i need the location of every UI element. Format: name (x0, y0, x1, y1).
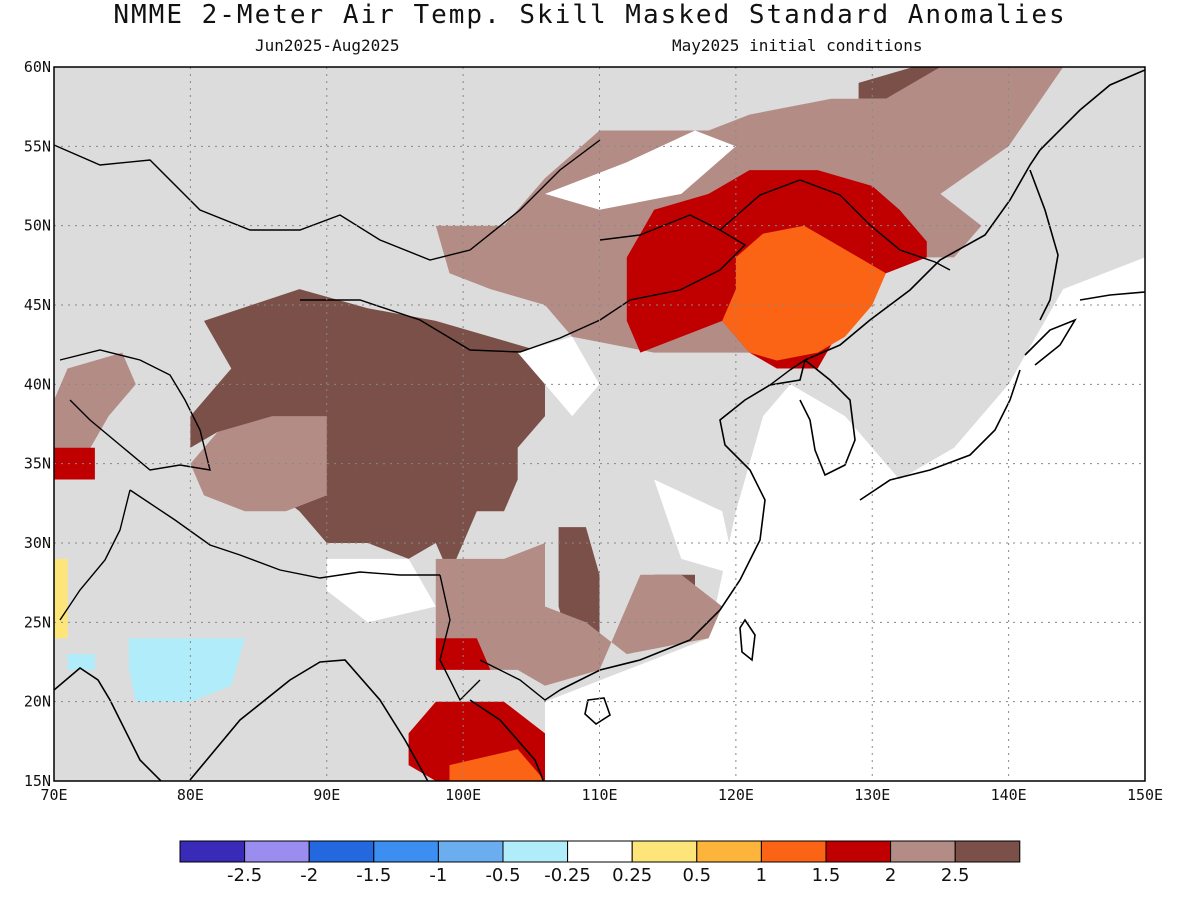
colorbar-swatch (244, 840, 310, 863)
colorbar-label: -2 (300, 865, 318, 886)
border-laos-vietnam (479, 659, 561, 701)
coastline-taiwan (739, 618, 756, 662)
anomaly-regions (54, 67, 1145, 781)
border-myanmar (439, 574, 481, 702)
region-red-11 (435, 638, 491, 670)
colorbar-swatch (502, 840, 569, 863)
border-russia-kazakhstan (54, 139, 601, 261)
plot-frame (53, 66, 1146, 782)
region-no-signal-1 (517, 336, 600, 417)
lon-tick-label: 120E (718, 786, 754, 804)
colorbar-label: 0.25 (612, 865, 652, 886)
lon-tick-label: 90E (313, 786, 340, 804)
lat-tick-label: 15N (24, 772, 51, 790)
coastline-india (54, 667, 163, 781)
colorbar-label: -0.25 (544, 865, 591, 886)
lat-tick-label: 60N (24, 58, 51, 76)
coastline-hainan (584, 697, 611, 726)
colorbar-label: -2.5 (227, 865, 262, 886)
colorbar-label: 1 (756, 865, 767, 886)
region-no-signal-2 (654, 479, 736, 575)
colorbar-label: 1.5 (812, 865, 841, 886)
colorbar: -2.5 -2 -1.5 -1 -0.5 -0.25 0.25 0.5 1 1.5 2 2.5 (179, 840, 1021, 886)
coastline-south-china (559, 359, 806, 691)
lat-tick-label: 35N (24, 455, 51, 473)
lat-tick-label: 20N (24, 693, 51, 711)
coastline-indochina (469, 699, 545, 781)
colorbar-label: 0.5 (682, 865, 711, 886)
border-himalaya (129, 489, 440, 579)
border-korea-china (769, 359, 806, 386)
colorbar-swatch (437, 840, 504, 863)
coastline-russia-east (804, 149, 1041, 361)
coastline-sakhalin (1029, 169, 1059, 321)
colorbar-swatch (825, 840, 892, 863)
border-russia-china-east (719, 179, 951, 271)
region-red-12 (54, 447, 95, 480)
region-yellow-15 (54, 558, 68, 639)
coastline-bay-of-bengal (189, 659, 429, 781)
region-moderate-warm-7 (435, 543, 723, 686)
region-orange-13 (722, 225, 886, 361)
lon-tick-label: 150E (1127, 786, 1163, 804)
colorbar-swatch (567, 840, 633, 863)
coastline-kamchatka (1079, 291, 1145, 301)
lat-tick-label: 50N (24, 217, 51, 235)
colorbar-swatch (760, 840, 827, 863)
colorbar-label: 2 (885, 865, 896, 886)
lon-tick-label: 70E (40, 786, 67, 804)
colorbar-swatch (890, 840, 956, 863)
colorbar-label: 2.5 (941, 865, 970, 886)
colorbar-swatch (179, 840, 246, 863)
lat-tick-label: 25N (24, 613, 51, 631)
colorbar-swatch (308, 840, 375, 863)
region-light-blue-16 (129, 638, 245, 702)
colorbar-swatch (696, 840, 762, 863)
coastline-japan-honshu (859, 369, 1021, 501)
coastlines (54, 69, 1145, 781)
coastline-korea (799, 359, 856, 477)
colorbar-swatch (954, 840, 1021, 863)
border-central-asia (59, 349, 211, 471)
lon-tick-label: 110E (581, 786, 617, 804)
lon-tick-label: 130E (854, 786, 890, 804)
axis-ticks: 70E 80E 90E 100E 110E 120E 130E 140E 150E 15N 20N 2… (24, 58, 1163, 804)
lat-tick-label: 55N (24, 137, 51, 155)
lat-tick-label: 40N (24, 375, 51, 393)
region-orange-14 (449, 749, 545, 781)
region-strong-warm-1 (190, 289, 545, 575)
lat-tick-label: 45N (24, 296, 51, 314)
initial-conditions-label: May2025 initial conditions (672, 36, 923, 55)
colorbar-label: -1.5 (356, 865, 391, 886)
country-borders (54, 139, 951, 702)
region-light-blue-17 (67, 654, 95, 670)
coastline-okhotsk (1039, 69, 1145, 151)
region-no-signal-0 (545, 130, 736, 210)
region-moderate-warm-8 (54, 352, 136, 464)
border-pakistan-india (59, 489, 131, 621)
map-title: NMME 2-Meter Air Temp. Skill Masked Stan… (113, 0, 1067, 30)
lat-tick-label: 30N (24, 534, 51, 552)
lon-tick-label: 140E (991, 786, 1027, 804)
colorbar-label: -0.5 (485, 865, 520, 886)
colorbar-swatch (373, 840, 439, 863)
coastline-japan-hokkaido (1024, 318, 1077, 366)
lon-tick-label: 100E (445, 786, 481, 804)
colorbar-swatch (631, 840, 698, 863)
colorbar-label: -1 (429, 865, 447, 886)
season-label: Jun2025-Aug2025 (255, 36, 400, 55)
gridlines (54, 67, 1145, 781)
lon-tick-label: 80E (177, 786, 204, 804)
border-mongolia-china (300, 214, 747, 353)
